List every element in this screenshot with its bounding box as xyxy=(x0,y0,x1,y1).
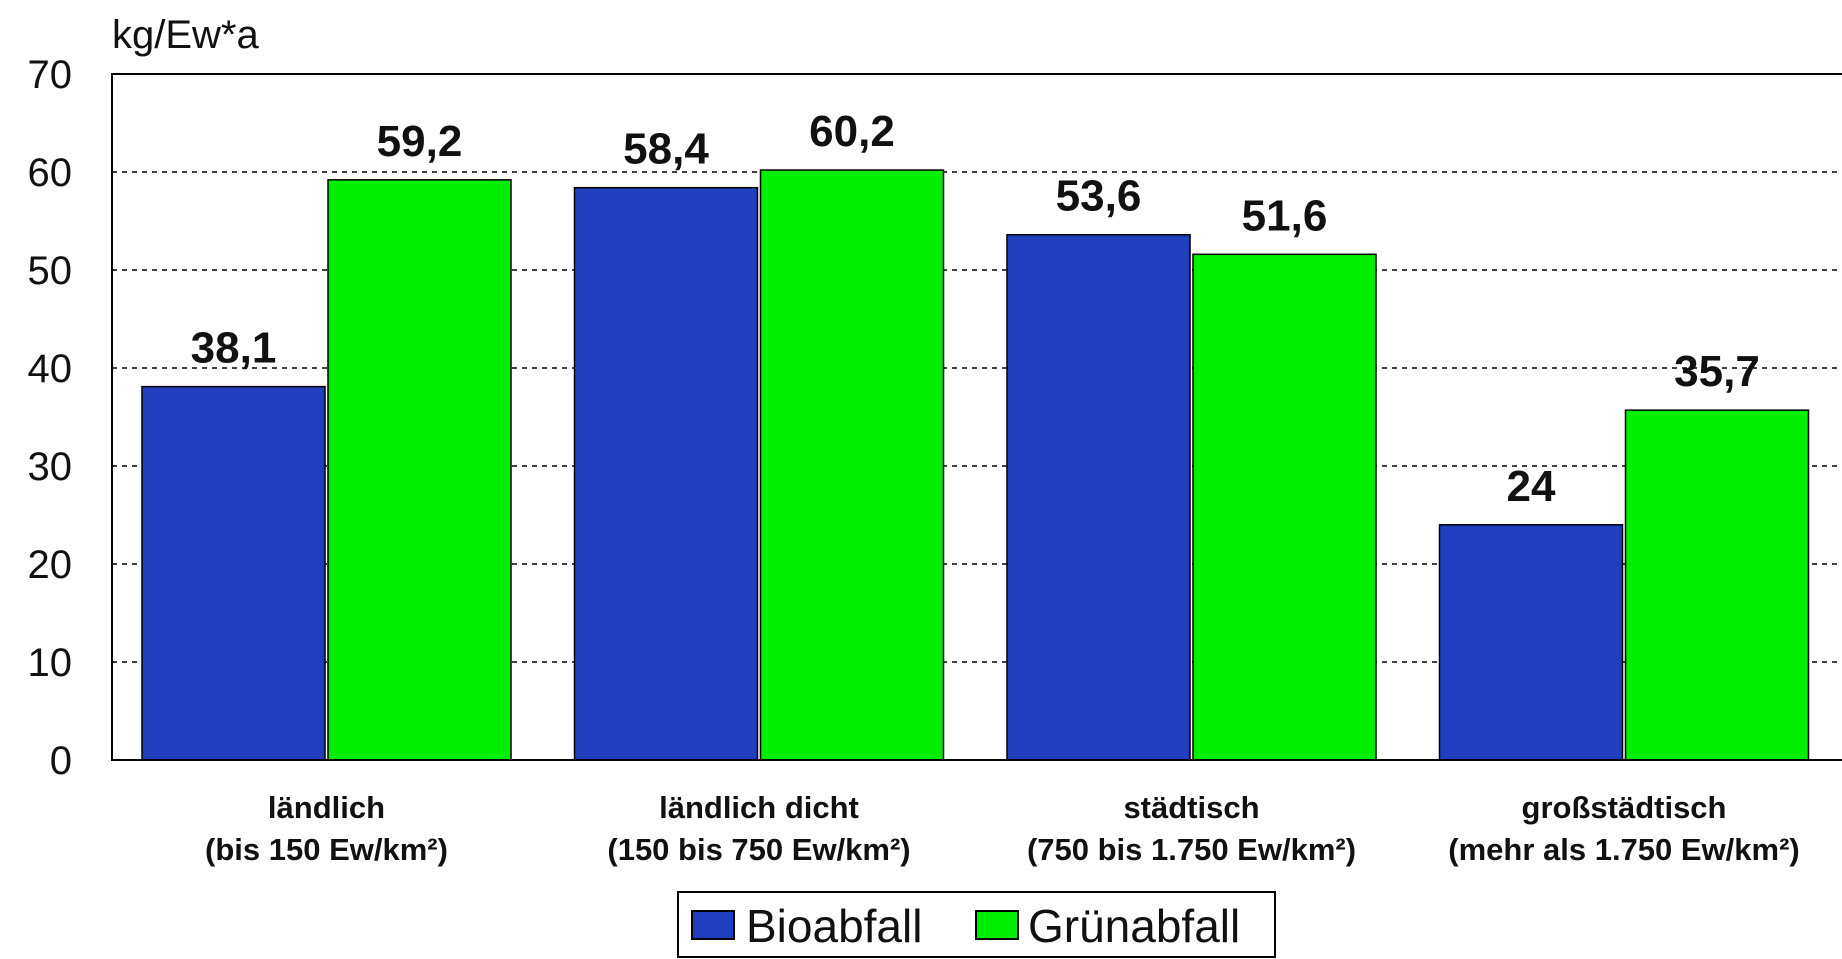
y-tick-label: 50 xyxy=(28,249,73,293)
data-label: 60,2 xyxy=(809,107,895,156)
data-label: 53,6 xyxy=(1056,172,1142,221)
x-category-label: (mehr als 1.750 Ew/km²) xyxy=(1448,832,1800,867)
x-category-label: städtisch xyxy=(1123,790,1259,825)
bar-bioabfall-0 xyxy=(141,385,326,761)
plot-frame xyxy=(111,73,1842,761)
bar-grünabfall-0 xyxy=(327,179,512,761)
bars xyxy=(141,169,1810,761)
bar-grünabfall-3 xyxy=(1624,409,1810,761)
x-category-label: (750 bis 1.750 Ew/km²) xyxy=(1027,832,1356,867)
y-tick-label: 60 xyxy=(28,151,73,195)
y-tick-label: 0 xyxy=(50,739,72,783)
data-label: 59,2 xyxy=(377,117,463,166)
bar-bioabfall-2 xyxy=(1006,233,1191,761)
bar-bioabfall-1 xyxy=(573,186,759,761)
data-label: 35,7 xyxy=(1674,347,1760,396)
x-category-label: (bis 150 Ew/km²) xyxy=(205,832,448,867)
y-tick-label: 20 xyxy=(28,543,73,587)
x-category-label: großstädtisch xyxy=(1522,790,1727,825)
legend-swatch-bioabfall xyxy=(691,910,735,940)
x-axis-category-labels: ländlich (bis 150 Ew/km²) ländlich dicht (1… xyxy=(205,790,1800,867)
y-tick-label: 70 xyxy=(28,53,73,97)
y-axis-unit-label: kg/Ew*a xyxy=(112,13,259,57)
data-label: 58,4 xyxy=(623,125,709,174)
x-category-label: (150 bis 750 Ew/km²) xyxy=(607,832,910,867)
legend: Bioabfall Grünabfall xyxy=(677,891,1276,958)
data-label: 51,6 xyxy=(1242,191,1328,240)
data-labels: 38,1 59,2 58,4 60,2 53,6 51,6 24 35,7 xyxy=(191,107,1760,511)
legend-swatch-gruenabfall xyxy=(975,910,1019,940)
data-label: 24 xyxy=(1507,462,1556,511)
legend-label-bioabfall: Bioabfall xyxy=(746,900,922,952)
x-category-label: ländlich dicht xyxy=(659,790,859,825)
y-tick-label: 10 xyxy=(28,641,73,685)
x-category-label: ländlich xyxy=(268,790,385,825)
bar-grünabfall-1 xyxy=(759,169,945,761)
y-tick-label: 30 xyxy=(28,445,73,489)
y-axis-ticks: 0 10 20 30 40 50 60 70 xyxy=(28,53,73,783)
legend-label-gruenabfall: Grünabfall xyxy=(1028,900,1240,952)
y-tick-label: 40 xyxy=(28,347,73,391)
bar-grünabfall-2 xyxy=(1192,253,1377,761)
data-label: 38,1 xyxy=(191,324,277,373)
bar-bioabfall-3 xyxy=(1438,524,1624,761)
